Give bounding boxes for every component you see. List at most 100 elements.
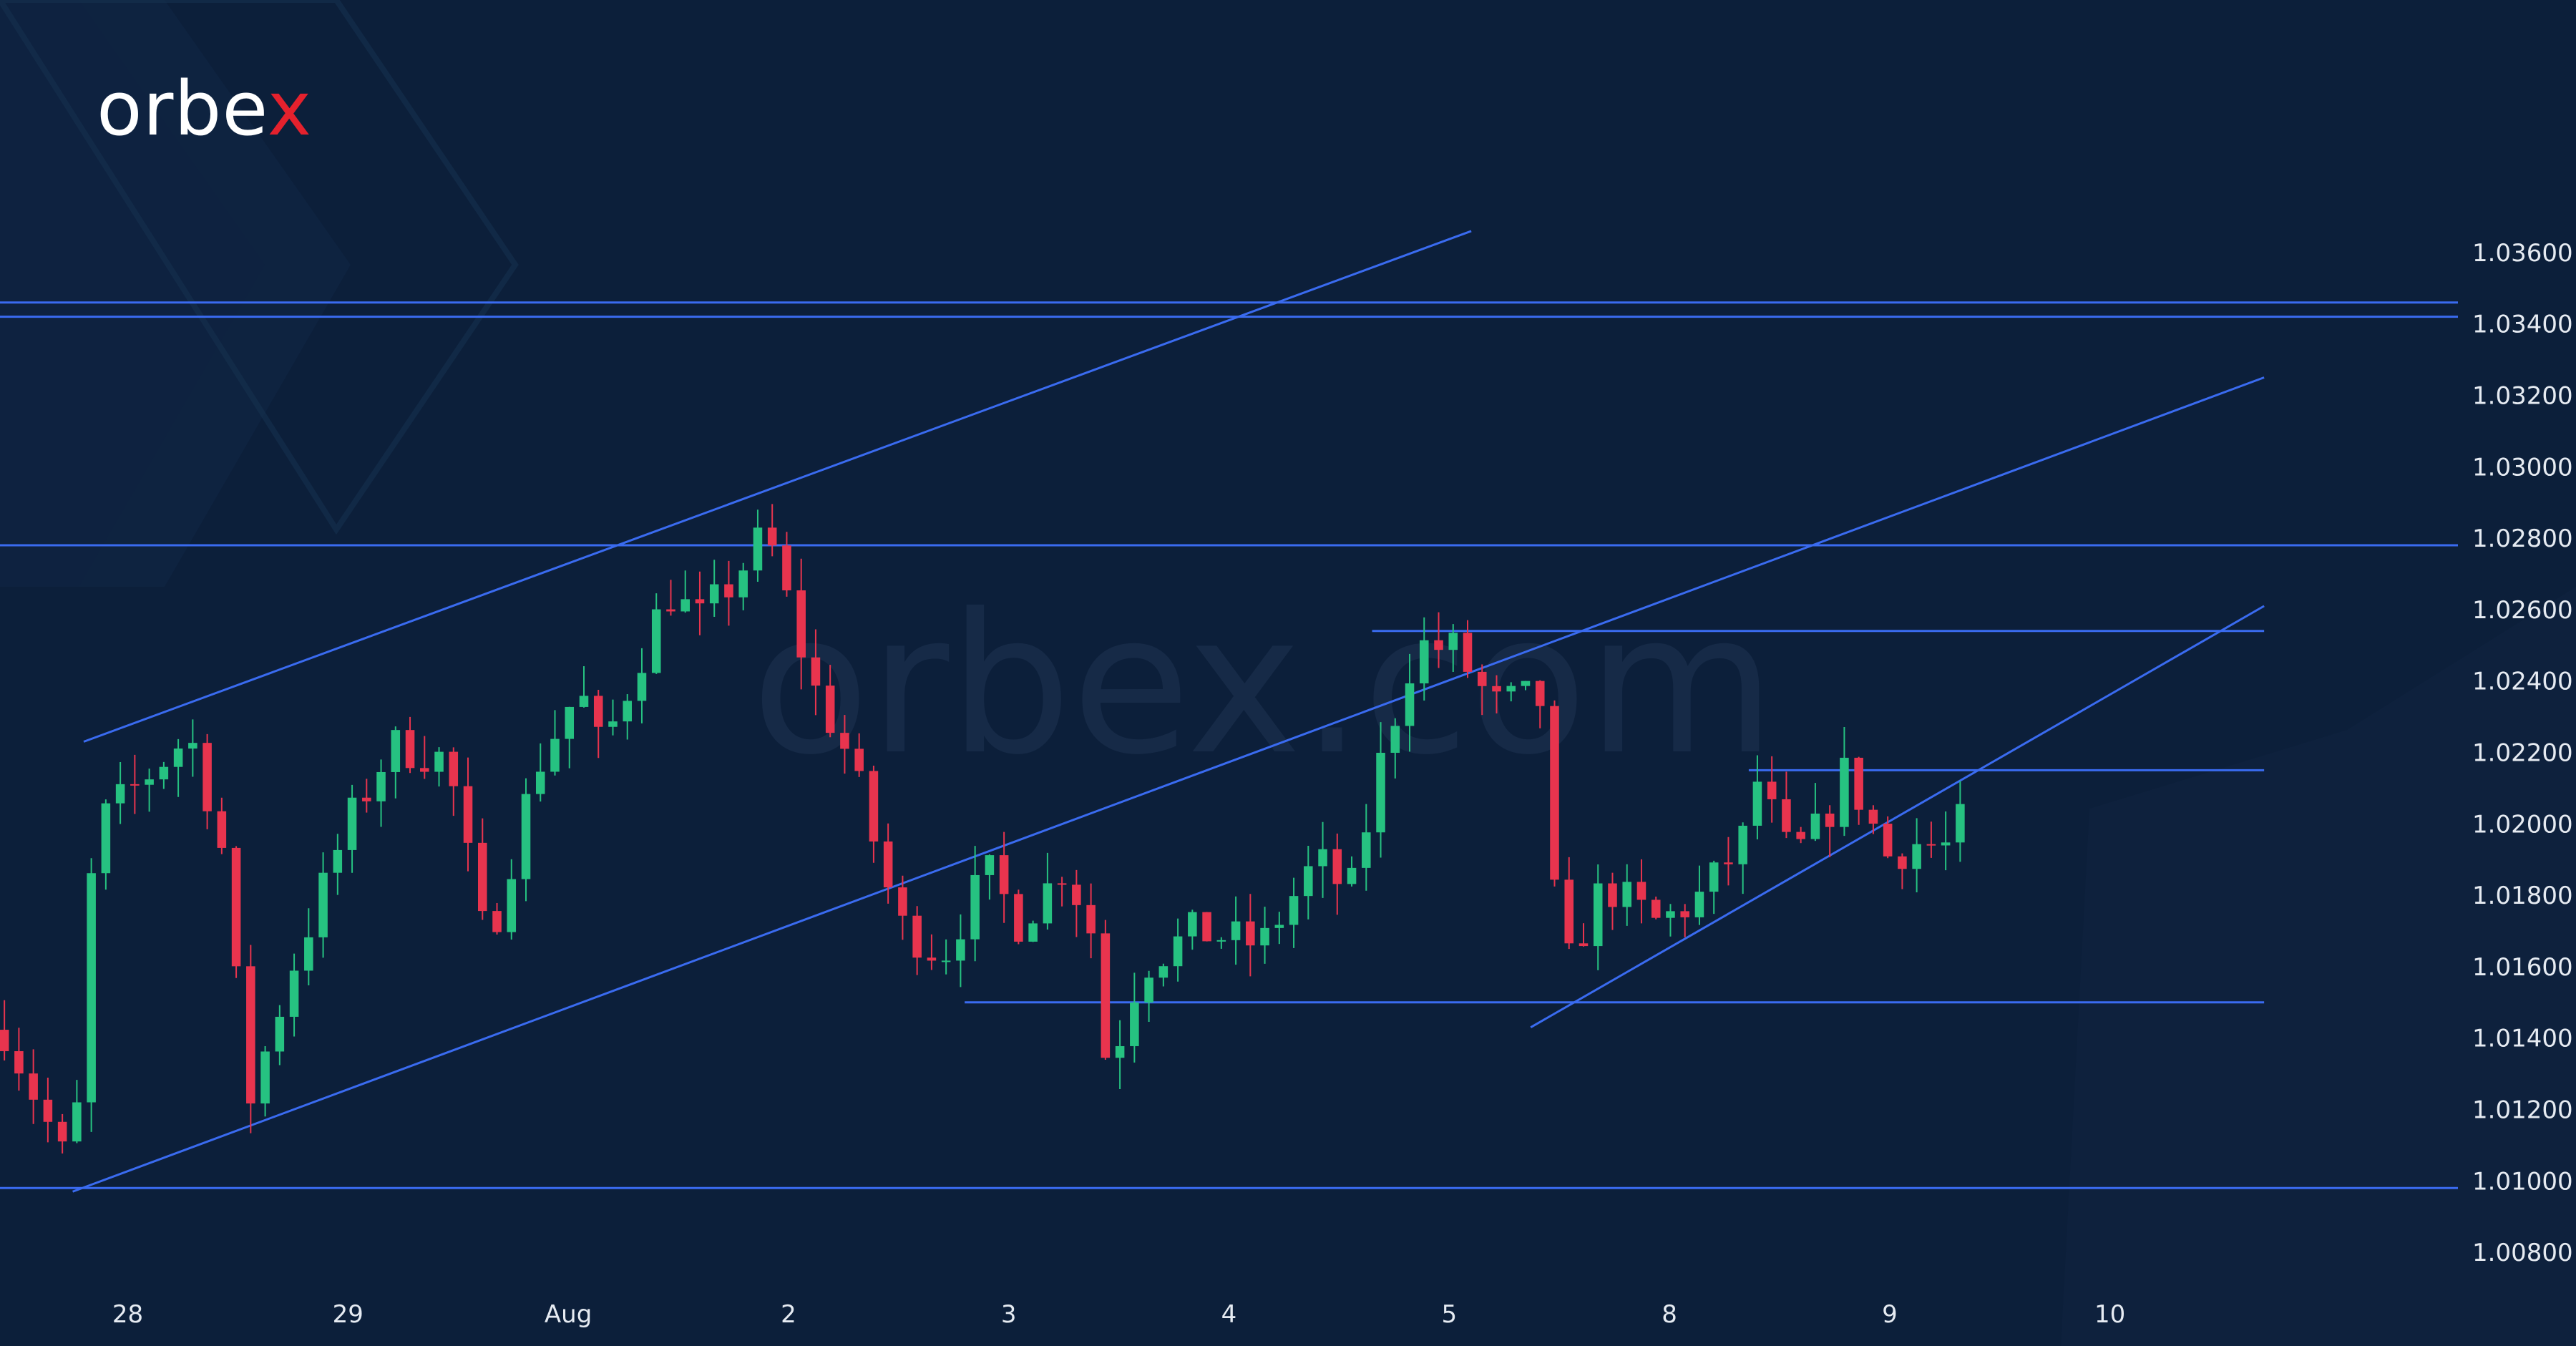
candle (159, 761, 169, 789)
candle-body (1564, 879, 1574, 944)
candle-body (115, 784, 125, 804)
candle (449, 747, 459, 816)
y-tick-label: 1.00800 (2472, 1239, 2573, 1267)
candle-body (1636, 882, 1646, 900)
candle-body (738, 570, 748, 598)
candle (623, 694, 633, 740)
candle (1651, 896, 1661, 920)
y-tick-label: 1.02200 (2472, 738, 2573, 767)
candle-body (507, 879, 517, 932)
candle (1101, 920, 1111, 1060)
candle-body (695, 599, 705, 604)
candle-body (927, 957, 937, 961)
candle-body (1202, 912, 1211, 942)
candle (999, 832, 1009, 923)
logo-main-text: orbe (97, 65, 268, 152)
candle (1463, 620, 1473, 678)
candle (1810, 783, 1820, 842)
candle-body (1347, 867, 1357, 884)
candle-body (14, 1050, 24, 1074)
candle (478, 818, 487, 920)
candle-body (1158, 966, 1169, 978)
candle-body (1463, 633, 1473, 672)
candle (1579, 923, 1589, 947)
candle (1434, 612, 1443, 668)
x-tick-label: 10 (2094, 1300, 2125, 1329)
candle (651, 593, 661, 674)
candle-body (521, 794, 531, 879)
candle-body (1260, 927, 1269, 946)
candle (1767, 756, 1777, 823)
candle-body (912, 915, 922, 958)
candle-body (1419, 640, 1429, 683)
candle (637, 648, 647, 723)
candle-body (753, 527, 763, 571)
candle-body (1767, 781, 1777, 799)
candlesticks (0, 504, 1965, 1154)
candle-body (347, 797, 357, 850)
candle (304, 908, 313, 986)
candle (362, 779, 371, 813)
candle-body (275, 1016, 285, 1052)
candle-body (1550, 706, 1559, 880)
candle (767, 504, 777, 557)
candle (246, 945, 255, 1133)
candle-body (1521, 681, 1531, 686)
candle-body (1680, 911, 1689, 917)
candle-body (565, 706, 575, 739)
candle (579, 666, 589, 708)
candle (1825, 805, 1835, 857)
candle (1028, 920, 1038, 942)
candle-body (492, 911, 502, 932)
candle-body (29, 1073, 38, 1100)
candle-body (203, 743, 212, 811)
candle-body (1724, 862, 1733, 864)
candle-body (289, 970, 299, 1017)
candle (1564, 857, 1574, 950)
x-tick-label: Aug (545, 1300, 592, 1329)
candle (941, 939, 951, 975)
candle-body (43, 1099, 53, 1122)
candle (695, 571, 705, 635)
candle (318, 852, 328, 958)
candle (1347, 856, 1357, 887)
candle-body (173, 748, 183, 767)
candle-body (1115, 1045, 1125, 1058)
candle (405, 716, 415, 774)
candle (1666, 904, 1675, 937)
candle-body (1362, 832, 1371, 868)
candle-body (188, 743, 197, 749)
candle-body (376, 771, 386, 801)
candle-body (72, 1102, 82, 1142)
candle (1752, 755, 1762, 840)
candle-body (318, 872, 328, 937)
candle (927, 934, 937, 970)
candle-body (159, 766, 169, 780)
candle (434, 747, 444, 787)
candle (1854, 756, 1863, 825)
candle-body (941, 960, 951, 962)
candle-body (1825, 813, 1835, 827)
candle-body (637, 673, 647, 701)
candle (1506, 682, 1516, 702)
x-tick-label: 4 (1221, 1300, 1237, 1329)
candle (101, 799, 111, 890)
candle (492, 902, 502, 935)
candle-body (1318, 849, 1327, 867)
candle-body (623, 701, 633, 722)
x-tick-label: 9 (1882, 1300, 1898, 1329)
candle-body (1854, 757, 1863, 810)
candle-body (767, 527, 777, 546)
candle-body (1231, 921, 1241, 940)
y-tick-label: 1.01800 (2472, 882, 2573, 910)
y-tick-label: 1.02400 (2472, 668, 2573, 696)
candle (1130, 972, 1139, 1063)
candle-body (1810, 813, 1820, 839)
candle-body (999, 855, 1009, 894)
candle (869, 765, 879, 863)
candle-body (1579, 943, 1589, 947)
candle (391, 726, 401, 799)
logo-accent-x: x (268, 65, 313, 152)
candle-body (796, 590, 806, 658)
